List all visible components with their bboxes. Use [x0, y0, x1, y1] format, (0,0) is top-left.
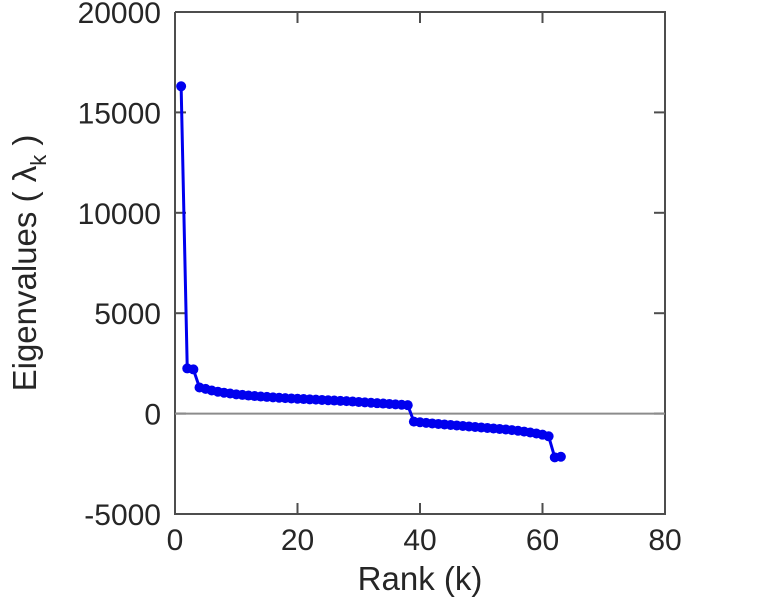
- axes-frame: [174, 11, 666, 515]
- x-tick-label: 40: [403, 524, 436, 557]
- axis-box: [174, 11, 666, 515]
- data-point: [543, 431, 554, 442]
- y-tick-label: 15000: [78, 97, 161, 130]
- y-tick-label: -5000: [84, 499, 161, 532]
- x-tick-label: 20: [281, 524, 314, 557]
- data-point: [188, 364, 199, 375]
- x-tick-label: 0: [167, 524, 184, 557]
- x-tick-labels: 0 20 40 60 80: [167, 524, 682, 557]
- y-tick-label: 5000: [94, 298, 161, 331]
- y-axis-title: Eigenvalues ( λk ): [6, 135, 51, 392]
- y-tick-label: 0: [144, 399, 161, 432]
- y-axis-title-text: Eigenvalues ( λk ): [6, 135, 51, 392]
- x-tick-label: 80: [648, 524, 681, 557]
- data-point: [402, 400, 413, 411]
- x-axis-title: Rank (k): [358, 560, 483, 597]
- x-axis-title-text: Rank (k): [358, 560, 483, 597]
- y-tick-marks: [175, 11, 665, 515]
- data-series-eigenvalues: [176, 81, 566, 463]
- x-tick-label: 60: [526, 524, 559, 557]
- y-tick-label: 20000: [78, 0, 161, 30]
- data-point: [555, 451, 566, 462]
- series-markers: [176, 81, 566, 463]
- data-point: [176, 81, 187, 92]
- x-tick-marks: [174, 12, 666, 514]
- y-tick-label: 10000: [78, 198, 161, 231]
- y-tick-labels: -5000 0 5000 10000 15000 20000: [78, 0, 161, 532]
